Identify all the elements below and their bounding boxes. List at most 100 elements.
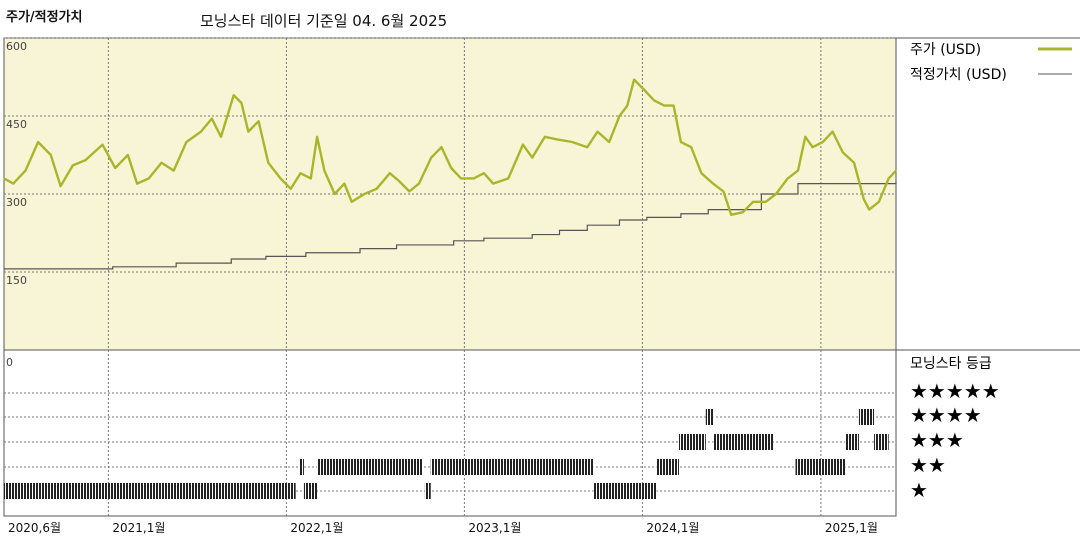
price-point <box>440 146 443 148</box>
price-point <box>220 136 222 138</box>
price-point <box>672 104 675 107</box>
price-point <box>309 177 312 180</box>
rating-stars-4: ★★★★ <box>910 403 982 427</box>
price-point <box>114 167 116 169</box>
price-point <box>350 201 353 203</box>
price-point <box>247 130 250 133</box>
rating-bar-4-star <box>705 409 714 425</box>
rating-bar-4-star <box>858 409 875 425</box>
price-point <box>257 120 260 122</box>
price-point <box>333 193 336 195</box>
price-point <box>887 177 890 180</box>
price-point <box>522 143 524 146</box>
price-point <box>136 182 138 185</box>
rating-bar-1-star <box>4 483 296 499</box>
rating-bar-3-star <box>874 434 889 450</box>
price-point <box>388 172 391 174</box>
price-point <box>84 159 87 161</box>
price-point <box>868 208 870 211</box>
price-point <box>232 94 235 96</box>
price-point <box>863 198 865 200</box>
price-point <box>786 177 789 180</box>
price-point <box>240 102 243 104</box>
legend-fair-label: 적정가치 (USD) <box>910 67 1007 83</box>
rating-legend-title: 모닝스타 등급 <box>910 356 992 372</box>
price-point <box>618 115 621 117</box>
rating-bar-2-star <box>656 459 679 475</box>
price-point <box>722 190 725 193</box>
price-point <box>700 172 703 174</box>
price-series <box>3 78 897 217</box>
rating-stars-1: ★ <box>910 478 928 502</box>
price-point <box>37 141 39 143</box>
price-point <box>663 104 666 107</box>
price-point <box>643 89 646 91</box>
price-point <box>752 201 754 203</box>
legend-price-label: 주가 (USD) <box>910 42 981 58</box>
price-point <box>24 169 27 172</box>
rating-bar-2-star <box>317 459 423 475</box>
rating-bar-1-star <box>593 483 657 499</box>
rating-bars <box>4 409 889 499</box>
price-point <box>596 130 599 133</box>
price-point <box>279 177 282 180</box>
price-point <box>811 146 814 148</box>
price-point <box>895 169 897 172</box>
price-point <box>831 130 834 133</box>
rating-y-tick-label: 0 <box>6 356 13 369</box>
price-point <box>418 182 420 185</box>
x-tick-label: 2024,1월 <box>646 521 699 535</box>
rating-stars-5: ★★★★★ <box>910 379 1000 403</box>
price-point <box>483 172 485 174</box>
rating-bar-1-star <box>424 483 431 499</box>
price-point <box>316 136 318 138</box>
price-point <box>343 182 346 185</box>
price-point <box>50 154 52 156</box>
price-point <box>690 146 692 148</box>
price-point <box>460 177 462 180</box>
price-point <box>797 169 799 172</box>
axis-ticks: 600 450 300 150 0 2020,6월 2021,1월 2022,1월 2023,1… <box>6 40 878 535</box>
price-point <box>626 104 629 107</box>
price-point <box>200 130 202 133</box>
price-point <box>12 182 15 185</box>
rating-stars-3: ★★★ <box>910 428 964 452</box>
y-tick-label: 600 <box>6 40 27 53</box>
price-point <box>804 136 807 138</box>
price-point <box>842 151 844 154</box>
price-point <box>375 188 378 190</box>
price-point <box>299 172 302 174</box>
price-point <box>712 182 714 185</box>
price-point <box>822 141 824 143</box>
price-point <box>101 143 104 146</box>
price-point <box>531 156 533 159</box>
price-point <box>3 177 5 180</box>
price-point <box>398 180 400 182</box>
y-tick-label: 450 <box>6 118 27 131</box>
x-tick-label: 2025,1월 <box>825 521 878 535</box>
fair-value-line <box>4 181 897 270</box>
price-point <box>289 188 292 190</box>
rating-bar-2-star <box>430 459 594 475</box>
rating-bar-2-star <box>795 459 846 475</box>
price-point <box>267 162 270 164</box>
price-point <box>764 201 767 203</box>
price-point <box>608 141 611 143</box>
x-tick-label: 2023,1월 <box>468 521 521 535</box>
price-point <box>653 99 655 102</box>
price-point <box>878 201 880 203</box>
y-tick-label: 300 <box>6 196 27 209</box>
price-point <box>323 169 326 172</box>
x-tick-label: 2021,1월 <box>112 521 165 535</box>
chart-title: 주가/적정가치 <box>6 10 83 25</box>
price-point <box>363 193 366 195</box>
price-point <box>430 156 433 159</box>
price-point <box>127 154 129 156</box>
chart-subtitle: 모닝스타 데이터 기준일 04. 6월 2025 <box>200 12 448 30</box>
price-point <box>408 190 411 193</box>
price-point <box>450 167 453 169</box>
rating-stars-2: ★★ <box>910 453 946 477</box>
fair-value-series <box>4 181 897 270</box>
rating-bar-3-star <box>713 434 774 450</box>
rating-bar-1-star <box>303 483 318 499</box>
